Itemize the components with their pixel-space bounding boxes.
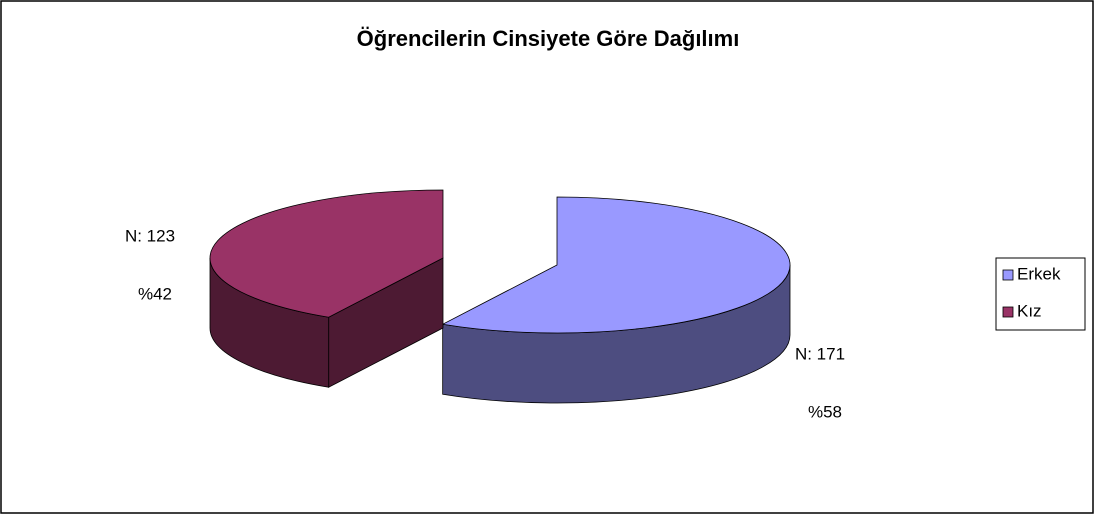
legend-swatch [1002,306,1014,318]
legend-swatch [1002,269,1014,281]
data-label: N: 171 [795,344,845,363]
data-label: N: 123 [125,226,175,245]
chart-title: Öğrencilerin Cinsiyete Göre Dağılımı [357,26,740,51]
percentage-label: %42 [138,284,172,303]
slice [209,189,444,318]
slice [441,196,791,334]
legend-label: Erkek [1017,264,1061,283]
legend-label: Kız [1017,301,1042,320]
percentage-label: %58 [808,402,842,421]
